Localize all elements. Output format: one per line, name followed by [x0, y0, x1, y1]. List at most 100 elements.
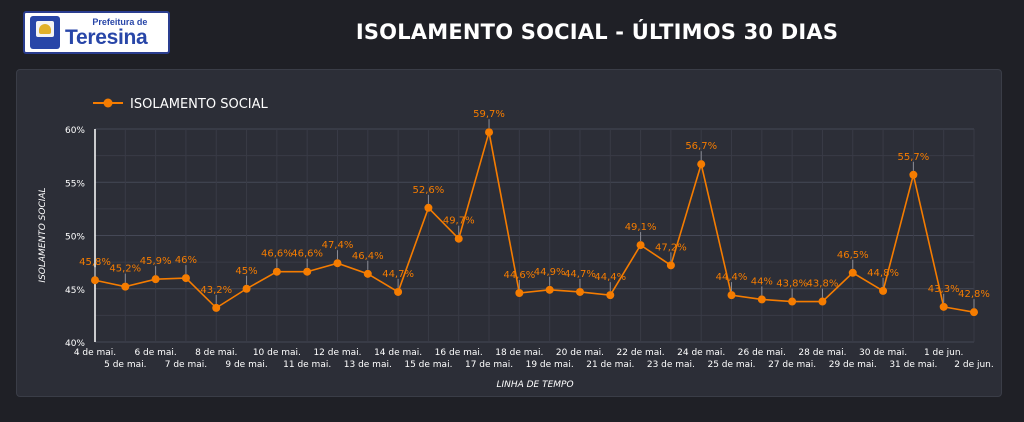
- data-point: [485, 128, 494, 137]
- data-point: [818, 297, 827, 306]
- data-label: 45,8%: [79, 257, 111, 268]
- data-label: 42,8%: [958, 289, 990, 300]
- data-point: [272, 267, 281, 276]
- data-point: [424, 203, 433, 212]
- legend-entry: ISOLAMENTO SOCIAL: [130, 97, 269, 112]
- grid: [94, 128, 975, 343]
- data-point: [212, 303, 221, 312]
- x-axis-label: LINHA DE TEMPO: [496, 380, 573, 390]
- data-point: [606, 291, 615, 300]
- x-tick-label: 9 de mai.: [225, 360, 267, 370]
- x-tick-label: 23 de mai.: [647, 360, 695, 370]
- data-point: [727, 291, 736, 300]
- x-tick-label: 24 de mai.: [677, 348, 725, 358]
- logo-title: Teresina: [65, 25, 148, 49]
- data-point: [515, 289, 524, 298]
- data-point: [575, 287, 584, 296]
- x-tick-label: 10 de mai.: [253, 348, 301, 358]
- data-point: [545, 285, 554, 294]
- x-tick-label: 27 de mai.: [768, 360, 816, 370]
- data-point: [636, 241, 645, 250]
- y-tick-label: 60%: [65, 126, 85, 136]
- logo-subtitle: Prefeitura de: [92, 16, 148, 27]
- x-tick-label: 2 de jun.: [954, 360, 993, 370]
- data-label: 44%: [751, 276, 773, 287]
- data-point: [242, 284, 251, 293]
- x-tick-label: 30 de mai.: [859, 348, 907, 358]
- data-label: 44,7%: [564, 269, 596, 280]
- x-tick-label: 15 de mai.: [404, 360, 452, 370]
- x-tick-label: 16 de mai.: [435, 348, 483, 358]
- data-point: [303, 267, 312, 276]
- x-tick-label: 26 de mai.: [738, 348, 786, 358]
- y-tick-label: 55%: [65, 179, 85, 189]
- x-tick-label: 4 de mai.: [74, 348, 116, 358]
- data-point: [909, 170, 918, 179]
- x-tick-label: 21 de mai.: [586, 360, 634, 370]
- data-point: [121, 282, 130, 291]
- data-point: [757, 295, 766, 304]
- prefeitura-logo: Prefeitura de Teresina: [23, 11, 170, 54]
- data-point: [454, 234, 463, 243]
- data-label: 55,7%: [897, 152, 929, 163]
- x-tick-label: 5 de mai.: [104, 360, 146, 370]
- legend-marker-icon: [103, 98, 113, 108]
- data-labels: 45,8%45,2%45,9% 46%43,2%45%46,6%46,6%47,4…: [79, 109, 990, 309]
- data-label: 49,1%: [625, 222, 657, 233]
- x-tick-label: 20 de mai.: [556, 348, 604, 358]
- data-label: 47,4%: [322, 240, 354, 251]
- x-tick-label: 18 de mai.: [495, 348, 543, 358]
- series-line: [94, 131, 975, 313]
- data-point: [848, 268, 857, 277]
- data-label: 45,9%: [140, 256, 172, 267]
- data-point: [697, 160, 706, 169]
- data-point: [939, 302, 948, 311]
- data-point: [788, 297, 797, 306]
- data-point: [970, 308, 978, 317]
- data-point: [91, 276, 99, 285]
- x-tick-label: 31 de mai.: [889, 360, 937, 370]
- x-tick-label: 8 de mai.: [195, 348, 237, 358]
- y-axis-label: ISOLAMENTO SOCIAL: [38, 187, 48, 282]
- data-label: 44,4%: [716, 272, 748, 283]
- city-crest-icon: [30, 16, 60, 49]
- x-tick-label: 1 de jun.: [924, 348, 963, 358]
- data-label: 46,6%: [291, 249, 323, 260]
- axes: 40% 45% 50% 55% 60% 4 de mai. 5 de mai. 6 de ma…: [65, 126, 994, 370]
- y-tick-label: 40%: [65, 339, 85, 349]
- x-tick-label: 29 de mai.: [829, 360, 877, 370]
- data-point: [181, 274, 190, 283]
- x-tick-label: 22 de mai.: [617, 348, 665, 358]
- data-label: 44,9%: [534, 267, 566, 278]
- data-point: [394, 287, 403, 296]
- data-label: 44,7%: [382, 269, 414, 280]
- data-label: 47,2%: [655, 242, 687, 253]
- data-point: [363, 269, 372, 278]
- data-point: [666, 261, 675, 270]
- data-label: 43,2%: [200, 285, 232, 296]
- x-tick-label: 28 de mai.: [798, 348, 846, 358]
- series-isolamento-social: [91, 128, 978, 317]
- data-label: 43,3%: [928, 284, 960, 295]
- data-label: 52,6%: [413, 185, 445, 196]
- data-label: 45%: [235, 266, 257, 277]
- x-tick-label: 13 de mai.: [344, 360, 392, 370]
- x-tick-label: 7 de mai.: [165, 360, 207, 370]
- data-label: 46,5%: [837, 250, 869, 261]
- data-point: [879, 286, 888, 295]
- data-label: 43,8%: [776, 279, 808, 290]
- x-tick-label: 14 de mai.: [374, 348, 422, 358]
- data-label: 43,8%: [807, 279, 839, 290]
- data-label: 46,6%: [261, 249, 293, 260]
- data-label: 46%: [175, 255, 197, 266]
- y-tick-label: 45%: [65, 286, 85, 296]
- x-tick-label: 19 de mai.: [526, 360, 574, 370]
- x-tick-label: 12 de mai.: [313, 348, 361, 358]
- x-tick-label: 11 de mai.: [283, 360, 331, 370]
- data-point: [333, 259, 342, 268]
- data-label: 44,4%: [594, 272, 626, 283]
- data-label: 45,2%: [109, 264, 141, 275]
- page-title: ISOLAMENTO SOCIAL - ÚLTIMOS 30 DIAS: [355, 20, 839, 44]
- x-tick-label: 25 de mai.: [707, 360, 755, 370]
